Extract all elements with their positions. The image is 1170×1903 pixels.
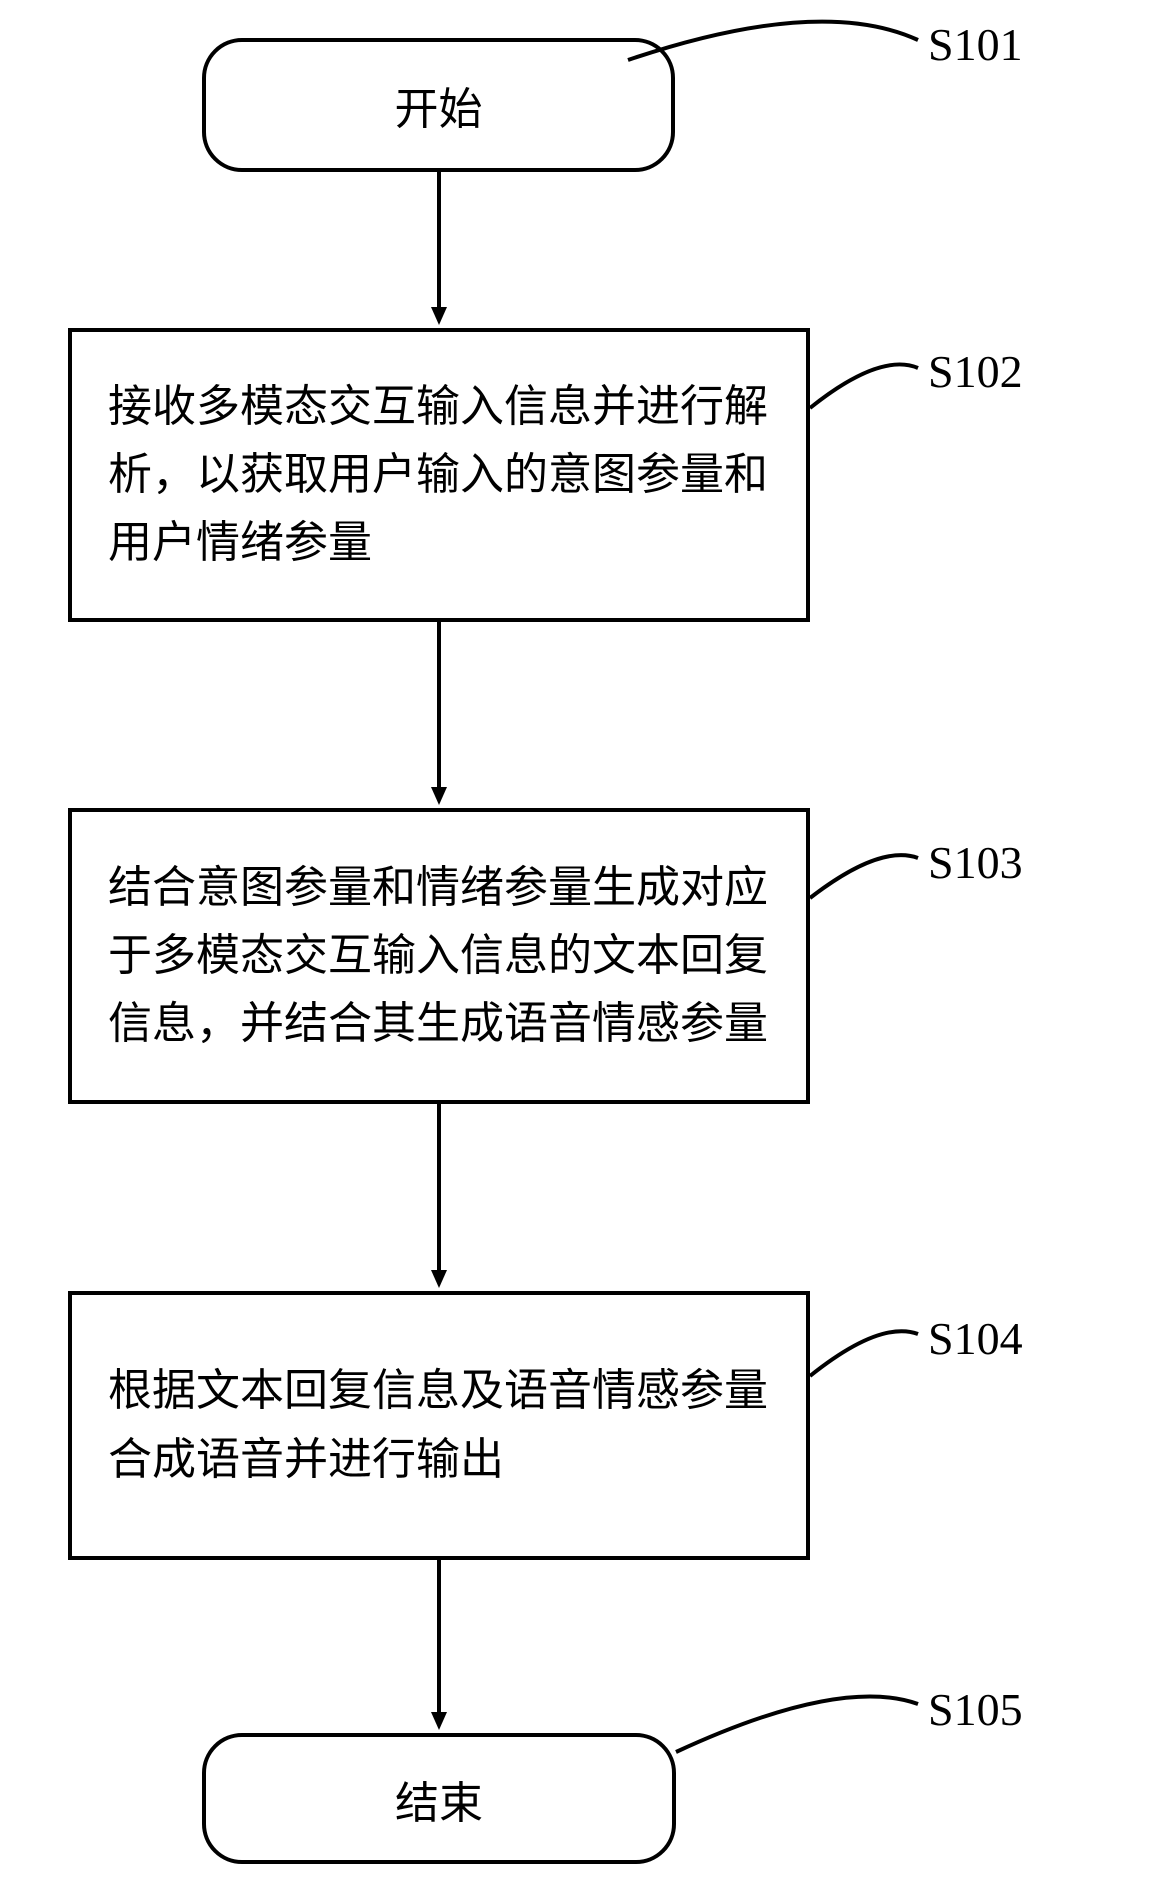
leader-line xyxy=(810,364,918,408)
leader-lines xyxy=(628,22,918,1752)
leader-line xyxy=(810,855,918,898)
leader-line xyxy=(676,1696,918,1752)
leader-line xyxy=(628,22,918,60)
leader-line xyxy=(810,1331,918,1376)
connector-layer xyxy=(0,0,1170,1903)
